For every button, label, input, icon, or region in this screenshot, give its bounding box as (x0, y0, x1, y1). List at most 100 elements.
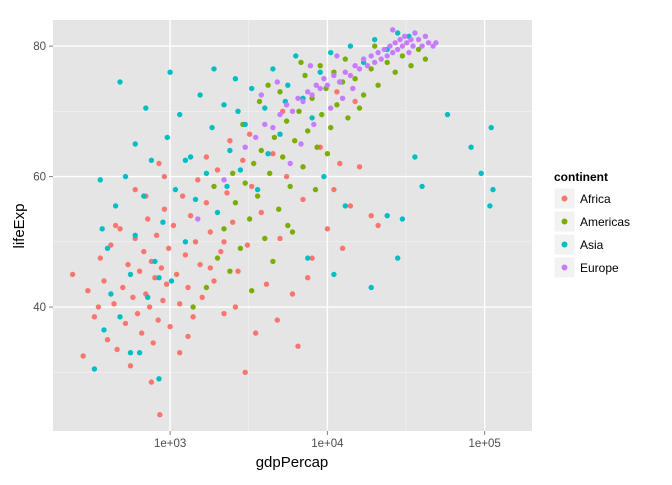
data-point (337, 160, 343, 167)
data-point (356, 164, 363, 170)
y-axis: 40 60 80 (33, 41, 53, 314)
data-point (258, 209, 264, 216)
data-point (300, 164, 306, 170)
data-point (156, 376, 162, 382)
data-point (412, 154, 418, 160)
data-point (339, 245, 346, 251)
data-point (177, 111, 183, 118)
data-point (368, 53, 374, 59)
data-point (368, 284, 374, 291)
data-point (412, 30, 418, 36)
data-point (203, 200, 210, 206)
data-point (182, 239, 189, 245)
data-point (182, 157, 189, 163)
data-point (331, 271, 337, 278)
data-point (99, 226, 105, 232)
y-tick-label: 60 (33, 172, 46, 184)
data-point (235, 108, 241, 115)
data-point (91, 314, 98, 320)
data-point (419, 43, 425, 49)
data-point (111, 301, 117, 307)
data-point (161, 206, 168, 212)
data-point (195, 177, 201, 183)
data-point (211, 183, 217, 190)
data-point (262, 105, 268, 111)
data-point (399, 216, 406, 222)
data-point (156, 275, 162, 281)
data-point (112, 222, 119, 229)
data-point (270, 258, 276, 265)
data-point (227, 147, 233, 154)
data-point (309, 255, 315, 261)
data-point (265, 151, 271, 157)
data-point (422, 33, 429, 39)
legend-label: Americas (580, 215, 630, 229)
x-axis: 1e+03 1e+04 1e+05 (154, 431, 501, 450)
data-point (112, 203, 119, 209)
data-point (267, 170, 273, 176)
data-point (157, 412, 163, 418)
data-point (253, 330, 259, 336)
data-point (232, 76, 239, 82)
data-point (232, 200, 239, 206)
data-point (390, 49, 396, 56)
data-point (328, 49, 334, 56)
legend-item-africa: Africa (553, 187, 611, 210)
data-point (214, 255, 221, 261)
data-point (240, 157, 246, 163)
data-point (211, 66, 217, 72)
data-point (197, 261, 203, 268)
data-point (97, 255, 104, 261)
data-point (347, 72, 354, 79)
data-point (331, 72, 337, 79)
data-point (347, 43, 354, 49)
data-point (256, 98, 263, 105)
data-point (195, 216, 201, 222)
data-point (244, 242, 251, 248)
data-point (339, 95, 346, 102)
data-point (160, 297, 166, 304)
data-point (334, 89, 340, 95)
data-point (232, 304, 239, 310)
data-point (161, 173, 168, 180)
data-point (314, 144, 320, 150)
data-point (203, 154, 210, 160)
data-point (108, 242, 114, 248)
data-point (352, 62, 358, 69)
data-point (207, 265, 213, 271)
data-point (313, 82, 319, 88)
data-point (132, 141, 138, 147)
data-point (101, 327, 107, 333)
data-point (139, 330, 145, 336)
data-point (415, 36, 422, 43)
data-point (352, 76, 358, 82)
legend-marker (561, 264, 568, 271)
data-point (160, 219, 166, 225)
data-point (177, 350, 183, 356)
data-point (334, 53, 340, 59)
data-point (342, 56, 348, 62)
data-point (307, 62, 314, 69)
legend-item-americas: Americas (553, 210, 630, 233)
data-point (305, 255, 311, 261)
data-point (283, 118, 290, 124)
data-point (360, 56, 367, 62)
data-point (356, 66, 363, 72)
legend-entries: Africa Americas Asia Europe (553, 187, 630, 279)
data-point (163, 281, 170, 287)
data-point (372, 43, 378, 49)
data-point (372, 59, 378, 66)
legend-label: Asia (580, 238, 604, 252)
data-point (221, 177, 227, 183)
legend-title: continent (554, 170, 608, 184)
data-point (85, 288, 91, 294)
data-point (117, 314, 123, 320)
data-point (127, 350, 134, 356)
data-point (381, 46, 387, 53)
data-point (246, 131, 253, 137)
data-point (271, 134, 278, 141)
data-point (134, 310, 141, 317)
data-point (399, 43, 406, 49)
legend-marker (561, 195, 568, 202)
data-point (419, 183, 425, 190)
